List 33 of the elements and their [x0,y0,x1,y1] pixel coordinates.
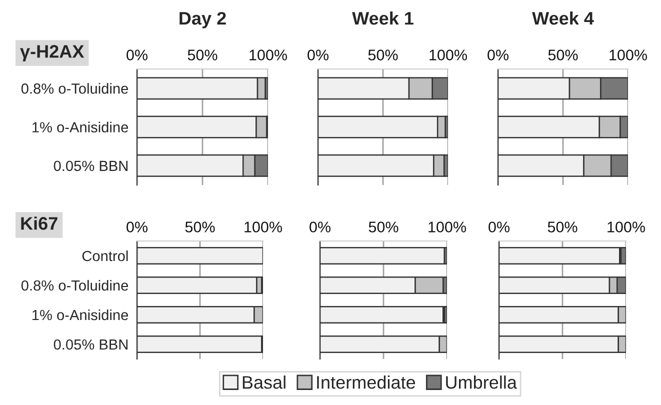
x-tick-label: 50% [185,222,215,232]
y-tick-label: 1% o-Anisidine [32,309,128,320]
chart-title: Day 2 [180,12,226,28]
legend-label: Intermediate [317,376,416,389]
legend-label: Umbrella [446,376,517,389]
x-tick-label: 0% [126,222,148,232]
x-tick-label: 0% [488,222,510,232]
text: γ-H2AX [20,45,84,62]
x-tick-label: 100% [250,50,287,60]
y-tick-label: 0.05% BBN [54,339,128,350]
x-tick-label: 100% [608,222,645,232]
x-tick-label: 50% [548,222,578,232]
x-tick-label: 50% [188,50,218,60]
y-tick-label: 0.8% o-Toluidine [21,280,128,291]
x-tick-label: 100% [428,222,466,232]
y-tick-label: 0.05% BBN [54,160,128,172]
chart-title: Week 1 [352,11,414,25]
chart-title: Week 4 [532,11,594,25]
y-tick-label: Control [82,250,128,262]
x-tick-label: 0% [310,222,330,232]
x-tick-label: 0% [488,50,508,60]
x-tick-label: 50% [368,222,398,232]
x-tick-label: 100% [610,50,647,60]
text: Ki67 [21,216,58,230]
legend-label: Basal [242,376,286,389]
y-tick-label: 1% o-Anisidine [32,122,128,132]
y-tick-label: 0.8% o-Toluidine [21,83,128,94]
x-tick-label: 100% [430,50,467,60]
x-tick-label: 50% [368,50,398,60]
x-tick-label: 100% [244,222,282,232]
x-tick-label: 0% [308,50,328,60]
x-tick-label: 50% [548,50,578,60]
x-tick-label: 0% [126,50,148,60]
